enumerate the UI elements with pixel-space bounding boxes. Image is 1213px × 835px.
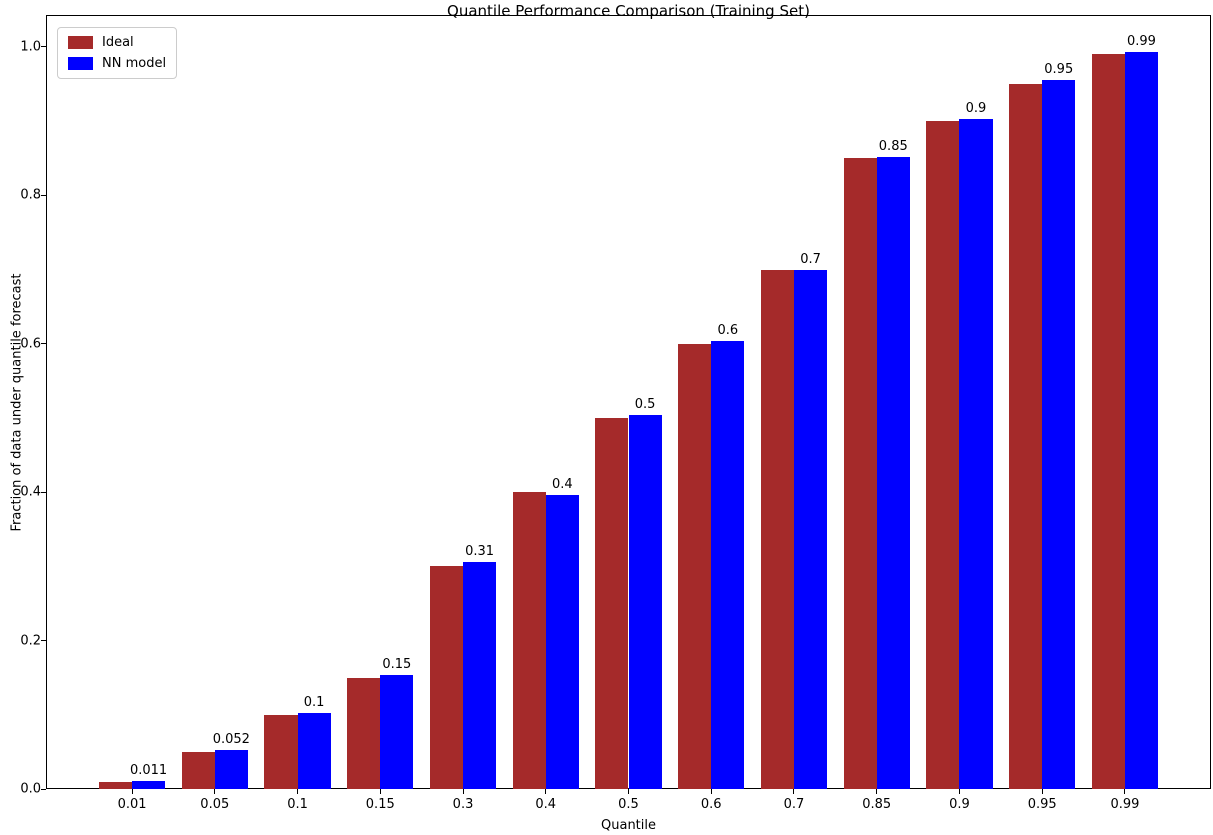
y-tick-label: 0.6 xyxy=(20,336,41,352)
x-tick-label: 0.01 xyxy=(117,797,147,812)
legend-item: Ideal xyxy=(68,35,166,50)
legend-swatch-icon xyxy=(68,57,93,70)
x-tick-label: 0.99 xyxy=(1110,797,1140,812)
x-tick-mark xyxy=(628,789,629,794)
bar-value-label: 0.9 xyxy=(965,100,987,116)
x-tick-label: 0.95 xyxy=(1027,797,1057,812)
bar-value-label: 0.95 xyxy=(1044,62,1074,78)
bar-ideal-0.05 xyxy=(181,751,215,789)
legend-item: NN model xyxy=(68,56,166,71)
x-tick-mark xyxy=(793,789,795,794)
bar-nn-0.6 xyxy=(711,340,745,789)
bar-ideal-0.4 xyxy=(512,492,546,789)
x-tick-label: 0.85 xyxy=(862,797,892,812)
bar-value-label: 0.5 xyxy=(634,396,656,412)
x-tick-label: 0.7 xyxy=(783,797,805,812)
x-tick-label: 0.15 xyxy=(365,797,395,812)
x-tick-label: 0.6 xyxy=(700,797,722,812)
bar-value-label: 0.011 xyxy=(129,762,168,778)
bar-nn-0.15 xyxy=(380,675,414,789)
bar-nn-0.1 xyxy=(297,713,331,789)
bar-value-label: 0.7 xyxy=(800,251,821,267)
y-tick-mark xyxy=(41,343,46,345)
bar-value-label: 0.15 xyxy=(382,657,412,673)
x-tick-label: 0.9 xyxy=(949,797,970,812)
bar-nn-0.5 xyxy=(628,415,662,789)
bar-ideal-0.85 xyxy=(843,158,877,789)
y-tick-label: 0.8 xyxy=(20,187,41,203)
y-tick-mark xyxy=(41,491,46,493)
y-tick-mark xyxy=(41,640,46,642)
bar-value-label: 0.6 xyxy=(717,322,739,338)
x-axis-label: Quantile xyxy=(601,818,656,833)
bar-nn-0.7 xyxy=(793,269,828,789)
bar-nn-0.3 xyxy=(463,561,497,789)
bar-nn-0.95 xyxy=(1042,80,1076,789)
x-tick-mark xyxy=(876,789,878,794)
x-tick-label: 0.4 xyxy=(535,797,557,812)
x-tick-mark xyxy=(710,789,712,794)
bar-value-label: 0.85 xyxy=(878,139,908,155)
bar-ideal-0.3 xyxy=(429,566,463,789)
x-tick-label: 0.5 xyxy=(618,797,639,812)
bar-ideal-0.1 xyxy=(264,714,298,789)
y-tick-mark xyxy=(41,194,46,196)
x-tick-label: 0.3 xyxy=(452,797,474,812)
y-tick-label: 0.2 xyxy=(20,633,41,649)
bar-value-label: 0.1 xyxy=(303,695,325,711)
bar-ideal-0.5 xyxy=(595,417,629,789)
x-tick-mark xyxy=(1124,789,1126,794)
bar-ideal-0.9 xyxy=(926,121,960,789)
legend-label: Ideal xyxy=(102,35,134,50)
bar-value-label: 0.31 xyxy=(465,543,495,559)
y-tick-label: 0.4 xyxy=(20,484,41,500)
bar-nn-0.9 xyxy=(959,118,993,789)
y-tick-label: 0.0 xyxy=(20,781,41,797)
legend: Ideal NN model xyxy=(57,27,178,79)
y-tick-mark xyxy=(41,46,46,48)
bar-value-label: 0.4 xyxy=(551,477,573,493)
legend-swatch-icon xyxy=(68,36,93,49)
x-tick-mark xyxy=(379,789,381,794)
bar-ideal-0.99 xyxy=(1091,54,1125,789)
bar-nn-0.4 xyxy=(545,495,579,789)
legend-label: NN model xyxy=(102,56,167,71)
bar-value-label: 0.99 xyxy=(1127,34,1156,50)
bar-ideal-0.7 xyxy=(760,269,794,789)
x-tick-label: 0.05 xyxy=(200,797,230,812)
y-tick-mark xyxy=(41,788,46,790)
bar-ideal-0.01 xyxy=(98,781,133,789)
bar-nn-0.85 xyxy=(876,157,910,789)
bar-nn-0.05 xyxy=(214,750,248,789)
x-tick-mark xyxy=(297,789,299,794)
x-tick-label: 0.1 xyxy=(287,797,308,812)
bar-ideal-0.95 xyxy=(1009,84,1043,789)
x-tick-mark xyxy=(545,789,547,794)
x-tick-mark xyxy=(958,789,960,794)
bar-nn-0.99 xyxy=(1124,52,1159,789)
x-tick-mark xyxy=(131,789,133,794)
bar-nn-0.01 xyxy=(132,780,166,789)
x-tick-mark xyxy=(462,789,464,794)
x-tick-mark xyxy=(1041,789,1043,794)
x-tick-mark xyxy=(214,789,216,794)
y-axis-label: Fraction of data under quantile forecast xyxy=(9,273,25,532)
y-tick-label: 1.0 xyxy=(20,39,41,55)
bar-ideal-0.6 xyxy=(678,343,712,789)
bar-value-label: 0.052 xyxy=(212,732,250,748)
bar-ideal-0.15 xyxy=(347,677,381,789)
